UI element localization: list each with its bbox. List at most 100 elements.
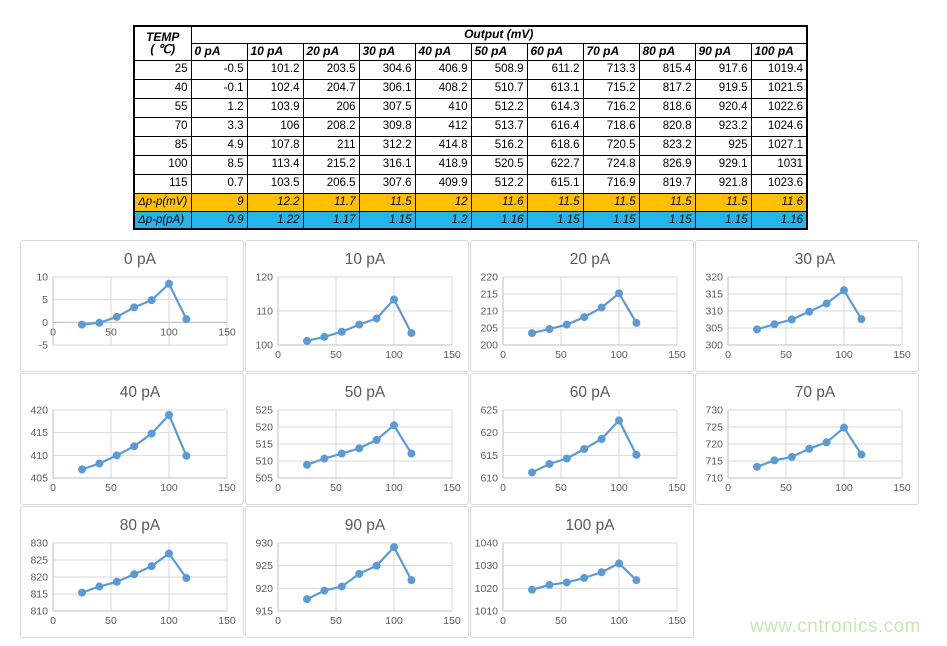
value-cell: 418.9 xyxy=(414,154,472,175)
y-tick-label: 825 xyxy=(30,555,48,567)
y-tick-label: 315 xyxy=(705,289,723,301)
x-tick-label: 150 xyxy=(443,349,461,361)
chart-canvas: 80 pA 810 815 820 825 830 0 50 100 150 xyxy=(30,517,235,627)
summary-value: 1.16 xyxy=(470,210,528,230)
column-header: 30 pA xyxy=(358,42,416,61)
y-tick-label: 610 xyxy=(480,473,498,485)
data-point xyxy=(580,573,589,582)
data-point xyxy=(822,299,831,308)
value-cell: 715.2 xyxy=(582,78,640,99)
data-point xyxy=(545,459,554,468)
value-cell: 316.1 xyxy=(358,154,416,175)
data-point xyxy=(407,329,416,338)
x-tick-label: 50 xyxy=(780,482,792,494)
data-point xyxy=(390,295,398,304)
data-point xyxy=(147,562,156,571)
data-point xyxy=(805,307,814,316)
summary-label: Δp-p(pA) xyxy=(133,210,192,230)
value-cell: 611.2 xyxy=(526,59,584,80)
x-tick-label: 0 xyxy=(725,349,731,361)
y-tick-label: 100 xyxy=(255,340,273,352)
x-tick-label: 0 xyxy=(500,615,506,627)
value-cell: 204.7 xyxy=(302,78,360,99)
data-point xyxy=(130,442,139,451)
value-cell: 1.2 xyxy=(190,97,248,118)
data-point xyxy=(147,429,156,438)
x-tick-label: 100 xyxy=(610,482,628,494)
value-cell: 508.9 xyxy=(470,59,528,80)
value-cell: 101.2 xyxy=(246,59,304,80)
y-tick-label: 820 xyxy=(30,572,48,584)
x-tick-label: 100 xyxy=(385,615,403,627)
y-tick-label: 720 xyxy=(705,439,723,451)
data-point xyxy=(580,313,589,322)
column-header: 70 pA xyxy=(582,42,640,61)
data-point xyxy=(165,410,173,419)
value-cell: 206.5 xyxy=(302,173,360,194)
summary-value: 11.5 xyxy=(526,192,584,212)
summary-value: 1.15 xyxy=(638,210,696,230)
summary-value: 12 xyxy=(414,192,472,212)
value-cell: -0.1 xyxy=(190,78,248,99)
value-cell: 929.1 xyxy=(694,154,752,175)
value-cell: 614.3 xyxy=(526,97,584,118)
value-cell: 102.4 xyxy=(246,78,304,99)
data-point xyxy=(355,569,364,578)
value-cell: 716.9 xyxy=(582,173,640,194)
value-cell: 512.2 xyxy=(470,97,528,118)
data-point xyxy=(632,576,641,585)
x-tick-label: 150 xyxy=(668,615,686,627)
x-tick-label: 50 xyxy=(330,482,342,494)
y-tick-label: 405 xyxy=(30,473,48,485)
column-header: 60 pA xyxy=(526,42,584,61)
data-point xyxy=(770,456,779,465)
value-cell: 1022.6 xyxy=(750,97,808,118)
y-tick-label: 620 xyxy=(480,427,498,439)
value-cell: 1019.4 xyxy=(750,59,808,80)
column-header: 100 pA xyxy=(750,42,808,61)
x-tick-label: 100 xyxy=(835,349,853,361)
x-tick-label: 150 xyxy=(668,482,686,494)
summary-value: 11.5 xyxy=(638,192,696,212)
value-cell: -0.5 xyxy=(190,59,248,80)
value-cell: 304.6 xyxy=(358,59,416,80)
summary-value: 1.17 xyxy=(302,210,360,230)
data-point xyxy=(407,576,416,585)
data-point xyxy=(528,329,536,338)
chart-title: 0 pA xyxy=(124,251,157,268)
data-point xyxy=(78,588,86,597)
value-cell: 408.2 xyxy=(414,78,472,99)
data-point xyxy=(182,574,191,583)
column-header: 10 pA xyxy=(246,42,304,61)
chart-canvas: 60 pA 610 615 620 625 0 50 100 150 xyxy=(480,384,686,494)
data-point xyxy=(320,454,329,463)
column-header: 0 pA xyxy=(190,42,248,61)
chart-panel-50-pa: 50 pA 505 510 515 520 525 0 50 100 150 xyxy=(245,373,469,505)
y-tick-label: 725 xyxy=(705,422,723,434)
y-tick-label: 120 xyxy=(255,272,273,284)
data-point xyxy=(303,336,311,345)
table-row: 100 8.5 113.4 215.2 316.1 418.9 520.5 622.7 724.… xyxy=(133,154,808,175)
data-point xyxy=(787,452,796,461)
y-tick-label: 915 xyxy=(255,606,273,618)
x-tick-label: 100 xyxy=(610,615,628,627)
y-tick-label: 830 xyxy=(30,538,48,550)
x-tick-label: 50 xyxy=(780,349,792,361)
data-point xyxy=(147,296,156,305)
value-cell: 4.9 xyxy=(190,135,248,156)
data-point xyxy=(320,586,329,595)
value-cell: 8.5 xyxy=(190,154,248,175)
chart-canvas: 90 pA 915 920 925 930 0 50 100 150 xyxy=(255,517,460,627)
data-point xyxy=(562,578,571,587)
data-point xyxy=(355,444,364,453)
y-tick-label: 215 xyxy=(480,289,498,301)
chart-panel-90-pa: 90 pA 915 920 925 930 0 50 100 150 xyxy=(245,506,469,638)
x-tick-label: 50 xyxy=(555,349,567,361)
data-point xyxy=(78,465,86,474)
charts-grid: 0 pA-5051005010015010 pA1001101200501001… xyxy=(20,240,919,638)
y-tick-label: 1010 xyxy=(475,606,499,618)
value-cell: 306.1 xyxy=(358,78,416,99)
value-cell: 720.5 xyxy=(582,135,640,156)
x-tick-label: 0 xyxy=(50,615,56,627)
value-cell: 818.6 xyxy=(638,97,696,118)
